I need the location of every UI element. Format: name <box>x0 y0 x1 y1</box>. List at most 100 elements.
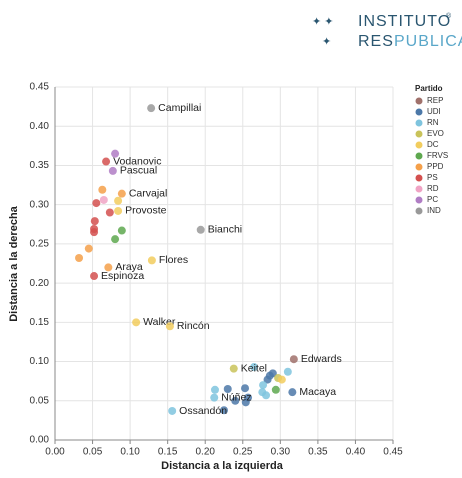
point <box>108 166 117 175</box>
legend-label: PC <box>427 195 438 204</box>
y-tick-label: 0.00 <box>30 435 50 446</box>
point <box>250 363 259 372</box>
point-label: Campillai <box>158 102 201 114</box>
point <box>132 318 141 327</box>
point <box>268 369 277 378</box>
point <box>262 391 271 400</box>
x-tick-label: 0.15 <box>158 447 178 458</box>
legend-label: FRVS <box>427 151 448 160</box>
point <box>104 263 113 272</box>
point <box>147 256 156 265</box>
legend-label: PPD <box>427 162 444 171</box>
point-label: Macaya <box>299 386 336 398</box>
point-label: Araya <box>115 261 143 273</box>
point-label: Flores <box>159 254 188 266</box>
x-tick-label: 0.00 <box>45 447 65 458</box>
point <box>210 393 219 402</box>
point <box>231 396 240 405</box>
point-label: Rincón <box>177 320 210 332</box>
legend-label: IND <box>427 206 441 215</box>
point <box>90 217 99 226</box>
point <box>75 254 84 263</box>
legend-label: DC <box>427 140 439 149</box>
legend-label: PS <box>427 173 438 182</box>
point <box>241 384 250 393</box>
point <box>105 208 114 217</box>
y-tick-label: 0.25 <box>30 239 50 250</box>
legend-swatch <box>415 141 423 149</box>
x-axis-title: Distancia a la izquierda <box>161 460 284 472</box>
point <box>114 206 123 215</box>
point <box>117 226 126 235</box>
x-tick-label: 0.35 <box>308 447 328 458</box>
logo-mark: ® <box>446 12 452 20</box>
point <box>223 385 232 394</box>
x-tick-label: 0.10 <box>120 447 140 458</box>
y-tick-label: 0.40 <box>30 121 50 132</box>
point <box>210 385 219 394</box>
point <box>90 272 99 281</box>
point-label: Vodanovic <box>113 155 161 167</box>
point-label: Bianchi <box>208 224 242 236</box>
point <box>259 381 268 390</box>
x-tick-label: 0.45 <box>383 447 403 458</box>
legend-swatch <box>415 163 423 171</box>
point <box>263 375 272 384</box>
point <box>289 355 298 364</box>
point <box>288 388 297 397</box>
legend-label: EVO <box>427 129 444 138</box>
point <box>117 189 126 198</box>
x-tick-label: 0.20 <box>195 447 215 458</box>
point <box>229 364 238 373</box>
y-tick-label: 0.35 <box>30 160 50 171</box>
point-label: Espinoza <box>101 270 144 282</box>
legend-swatch <box>415 130 423 138</box>
y-axis-title: Distancia a la derecha <box>8 205 20 321</box>
point <box>147 104 156 113</box>
y-tick-label: 0.15 <box>30 317 50 328</box>
point-label: Núñez <box>221 391 251 403</box>
logo-stars: ✦ ✦ <box>312 16 334 28</box>
point <box>99 195 108 204</box>
point-label: Pascual <box>120 165 157 177</box>
legend-label: UDI <box>427 107 441 116</box>
legend-swatch <box>415 207 423 215</box>
logo-line2b: PUBLICA <box>394 33 462 50</box>
point-label: Keitel <box>241 362 267 374</box>
logo: ✦ ✦ ✦ INSTITUTO ® RES PUBLICA <box>312 12 462 50</box>
y-tick-label: 0.45 <box>30 82 50 93</box>
point <box>111 149 120 158</box>
legend-title: Partido <box>415 84 443 93</box>
legend-swatch <box>415 108 423 116</box>
point <box>114 196 123 205</box>
point <box>90 228 99 237</box>
point <box>277 375 286 384</box>
point <box>98 185 107 194</box>
legend-swatch <box>415 196 423 204</box>
legend-swatch <box>415 185 423 193</box>
legend-label: RD <box>427 184 439 193</box>
point <box>102 157 111 166</box>
legend-swatch <box>415 152 423 160</box>
legend-swatch <box>415 97 423 105</box>
point <box>92 199 101 208</box>
legend-swatch <box>415 119 423 127</box>
point <box>168 406 177 415</box>
point <box>271 385 280 394</box>
logo-line2a: RES <box>358 33 394 50</box>
y-tick-label: 0.10 <box>30 356 50 367</box>
point <box>196 225 205 234</box>
point-label: Provoste <box>125 205 167 217</box>
point <box>241 398 250 407</box>
x-tick-label: 0.05 <box>83 447 103 458</box>
legend-swatch <box>415 174 423 182</box>
point <box>283 367 292 376</box>
y-tick-label: 0.20 <box>30 278 50 289</box>
logo-line1: INSTITUTO <box>358 13 451 30</box>
logo-star: ✦ <box>322 36 331 48</box>
x-tick-label: 0.25 <box>233 447 253 458</box>
point <box>220 406 228 415</box>
point <box>165 322 174 331</box>
point <box>111 235 120 244</box>
